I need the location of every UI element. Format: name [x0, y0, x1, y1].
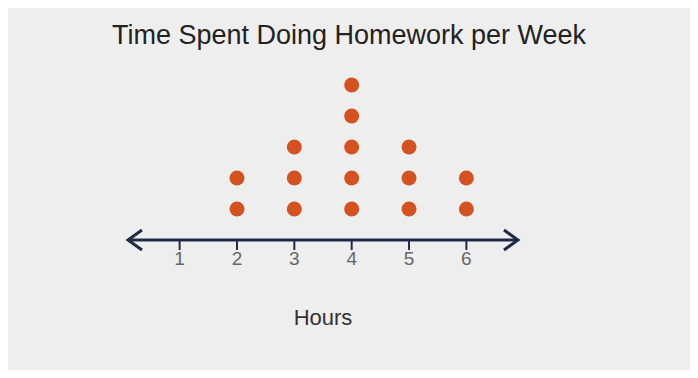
svg-text:3: 3	[289, 248, 300, 269]
svg-text:4: 4	[346, 248, 357, 269]
html-text:Time Spent Doing Homework per: Time Spent Doing Homework per Week	[111, 20, 587, 50]
svg-text:5: 5	[404, 248, 415, 269]
svg-text:6: 6	[461, 248, 472, 269]
svg-text:1: 1	[174, 248, 185, 269]
svg-text:2: 2	[232, 248, 243, 269]
svg-text:Hours: Hours	[294, 305, 353, 330]
